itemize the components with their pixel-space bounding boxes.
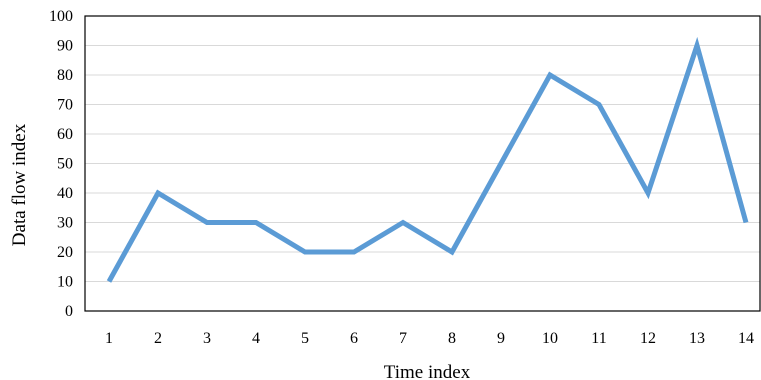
y-tick-label: 10 [57,274,73,291]
x-tick-label: 10 [542,330,558,347]
x-tick-labels: 1 2 3 4 5 6 7 8 9 10 11 12 13 14 [105,330,754,347]
x-tick-label: 11 [591,330,606,347]
y-tick-label: 20 [57,244,73,261]
x-tick-label: 6 [350,330,358,347]
x-tick-label: 13 [689,330,705,347]
y-axis-title: Data flow index [9,123,30,246]
y-tick-label: 60 [57,126,73,143]
y-tick-label: 80 [57,67,73,84]
gridlines [85,45,760,282]
x-tick-label: 7 [399,330,407,347]
series-group [106,36,749,283]
y-tick-labels: 0 10 20 30 40 50 60 70 80 90 100 [49,8,73,320]
x-tick-label: 12 [640,330,656,347]
x-tick-label: 14 [738,330,754,347]
x-tick-label: 1 [105,330,113,347]
y-tick-label: 70 [57,97,73,114]
x-tick-label: 5 [301,330,309,347]
y-tick-label: 50 [57,156,73,173]
x-axis-title: Time index [384,362,471,380]
series-line [106,36,749,283]
x-tick-label: 9 [497,330,505,347]
x-tick-label: 2 [154,330,162,347]
y-tick-label: 40 [57,185,73,202]
y-tick-label: 100 [49,8,73,25]
x-tick-label: 3 [203,330,211,347]
plot-frame [84,15,761,312]
x-tick-label: 4 [252,330,260,347]
y-tick-label: 30 [57,215,73,232]
y-tick-label: 0 [65,303,73,320]
x-tick-label: 8 [448,330,456,347]
y-tick-label: 90 [57,38,73,55]
